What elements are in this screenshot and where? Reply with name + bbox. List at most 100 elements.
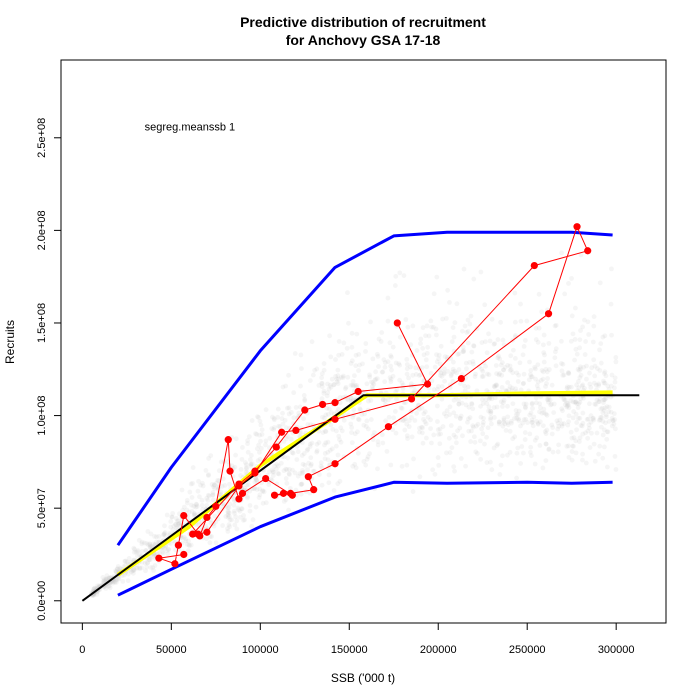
cloud-point — [292, 470, 298, 476]
cloud-point — [486, 408, 491, 414]
cloud-point — [319, 381, 325, 386]
cloud-point — [348, 382, 354, 388]
cloud-point — [586, 332, 592, 337]
cloud-point — [357, 406, 363, 412]
cloud-point — [239, 456, 245, 462]
cloud-point — [147, 541, 152, 547]
cloud-point — [92, 585, 97, 591]
observed-point — [212, 502, 220, 510]
cloud-point — [449, 445, 455, 451]
cloud-point — [613, 359, 619, 365]
cloud-point — [275, 406, 281, 412]
x-tick-label: 150000 — [331, 644, 368, 656]
observed-point — [310, 486, 318, 494]
cloud-point — [576, 401, 581, 407]
cloud-point — [420, 425, 426, 431]
cloud-point — [568, 338, 574, 344]
cloud-point — [184, 542, 190, 547]
cloud-point — [376, 364, 381, 369]
cloud-point — [462, 323, 468, 329]
cloud-point — [609, 332, 614, 338]
cloud-point — [416, 403, 422, 408]
cloud-point — [292, 351, 298, 356]
cloud-point — [361, 459, 367, 464]
cloud-point — [205, 497, 211, 503]
cloud-point — [152, 534, 157, 539]
cloud-point — [402, 427, 408, 433]
cloud-point — [562, 291, 568, 297]
cloud-point — [498, 362, 504, 368]
cloud-point — [453, 434, 459, 440]
cloud-point — [447, 404, 453, 410]
cloud-point — [487, 338, 493, 344]
cloud-point — [299, 481, 304, 487]
cloud-point — [113, 568, 118, 574]
cloud-point — [111, 579, 116, 585]
cloud-point — [226, 513, 232, 519]
cloud-point — [465, 340, 471, 346]
cloud-point — [488, 408, 493, 414]
cloud-point — [527, 359, 532, 365]
chart-title-line-1: Predictive distribution of recruitment — [240, 14, 486, 30]
cloud-point — [588, 385, 594, 390]
cloud-point — [484, 434, 489, 440]
cloud-point — [351, 373, 357, 379]
cloud-point — [242, 460, 248, 465]
cloud-point — [366, 398, 371, 404]
y-tick-label: 5.0e+07 — [36, 488, 48, 528]
cloud-point — [579, 383, 585, 389]
cloud-point — [363, 349, 368, 354]
cloud-point — [336, 407, 341, 412]
cloud-point — [570, 331, 576, 337]
cloud-point — [300, 467, 305, 473]
cloud-point — [260, 488, 266, 494]
cloud-point — [215, 477, 221, 483]
cloud-point — [355, 429, 360, 435]
cloud-point — [286, 472, 292, 477]
cloud-point — [326, 480, 332, 486]
cloud-point — [610, 418, 616, 424]
cloud-point — [541, 359, 547, 365]
cloud-point — [594, 397, 600, 403]
cloud-point — [145, 542, 151, 548]
cloud-point — [570, 399, 576, 405]
cloud-point — [340, 375, 346, 380]
cloud-point — [460, 344, 466, 350]
cloud-point — [587, 381, 593, 387]
cloud-point — [131, 568, 136, 573]
observed-point — [279, 489, 288, 497]
cloud-point — [263, 438, 269, 444]
cloud-point — [337, 395, 343, 400]
cloud-point — [410, 323, 416, 329]
cloud-point — [173, 522, 179, 528]
cloud-point — [464, 330, 470, 335]
y-tick-label: 1.5e+08 — [36, 303, 48, 343]
cloud-point — [379, 330, 385, 335]
cloud-point — [592, 363, 598, 369]
cloud-point — [566, 413, 572, 419]
cloud-point — [438, 431, 443, 437]
cloud-point — [439, 384, 445, 389]
cloud-point — [401, 273, 407, 279]
cloud-point — [379, 432, 385, 438]
cloud-point — [325, 465, 331, 471]
cloud-point — [105, 583, 111, 589]
cloud-point — [492, 384, 498, 390]
cloud-point — [110, 580, 116, 586]
cloud-point — [356, 417, 362, 423]
cloud-point — [270, 469, 276, 475]
cloud-point — [503, 428, 509, 433]
cloud-point — [544, 427, 550, 433]
cloud-point — [244, 482, 250, 488]
cloud-point — [598, 341, 604, 346]
cloud-point — [438, 370, 444, 376]
cloud-point — [323, 428, 329, 434]
cloud-point — [392, 420, 398, 426]
cloud-point — [393, 430, 399, 436]
cloud-point — [486, 372, 492, 378]
cloud-point — [143, 548, 149, 554]
observed-point — [304, 473, 312, 481]
cloud-point — [587, 445, 593, 450]
cloud-point — [161, 531, 167, 537]
cloud-point — [593, 382, 599, 388]
